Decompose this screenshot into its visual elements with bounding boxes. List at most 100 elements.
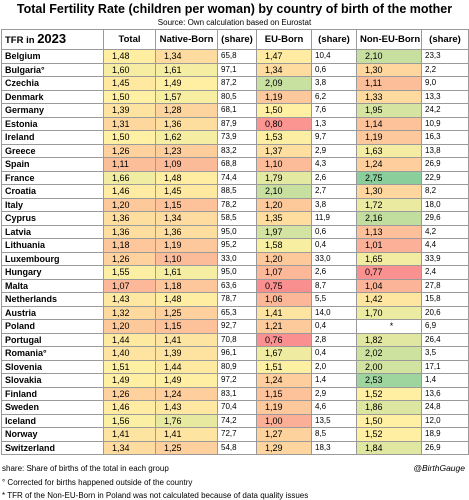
tfr-cell: 1,61 xyxy=(155,62,218,77)
country: Italy xyxy=(1,197,104,212)
tfr-cell: 1,47 xyxy=(256,49,312,64)
share-cell: 29,6 xyxy=(421,211,469,226)
share-cell: 8,2 xyxy=(421,184,469,199)
tfr-cell: 1,30 xyxy=(356,62,422,77)
tfr-cell: 1,20 xyxy=(103,197,156,212)
share-cell: 0,4 xyxy=(311,346,357,361)
share-cell: 33,0 xyxy=(217,251,257,266)
table-row: Estonia 1,31 1,36 87,9 0,80 1,3 1,14 10,9 xyxy=(1,116,469,131)
tfr-cell: 1,49 xyxy=(155,76,218,91)
tfr-cell: 1,45 xyxy=(103,76,156,91)
tfr-cell: 1,07 xyxy=(256,265,312,280)
share-cell: 78,2 xyxy=(217,197,257,212)
share-cell: 10,4 xyxy=(311,49,357,64)
header-cell: Non-EU-Born xyxy=(356,29,422,50)
table-row: Switzerland 1,34 1,25 54,8 1,29 18,3 1,84 26,9 xyxy=(1,440,469,455)
tfr-cell: 1,14 xyxy=(356,116,422,131)
country: Slovakia xyxy=(1,373,104,388)
tfr-cell: 1,33 xyxy=(356,89,422,104)
share-cell: 95,0 xyxy=(217,224,257,239)
table-row: Denmark 1,50 1,57 80,5 1,19 6,2 1,33 13,3 xyxy=(1,89,469,104)
share-cell: 10,9 xyxy=(421,116,469,131)
credit: @BirthGauge xyxy=(413,463,465,473)
share-cell: 2,4 xyxy=(421,265,469,280)
share-cell: 33,0 xyxy=(311,251,357,266)
share-cell: 2,9 xyxy=(311,143,357,158)
share-cell: 70,4 xyxy=(217,400,257,415)
share-cell: 13,8 xyxy=(421,143,469,158)
tfr-cell: 1,50 xyxy=(256,103,312,118)
header-cell: Total xyxy=(103,29,156,50)
tfr-cell: 1,61 xyxy=(155,265,218,280)
tfr-cell: 1,35 xyxy=(256,211,312,226)
tfr-cell: 1,09 xyxy=(155,157,218,172)
tfr-cell: 1,34 xyxy=(155,49,218,64)
tfr-cell: 1,58 xyxy=(256,238,312,253)
header-cell: (share) xyxy=(421,29,469,50)
share-cell: 80,9 xyxy=(217,359,257,374)
tfr-cell: 1,19 xyxy=(256,400,312,415)
share-cell: 63,6 xyxy=(217,278,257,293)
share-cell: 2,8 xyxy=(311,332,357,347)
tfr-cell: 1,41 xyxy=(103,427,156,442)
share-cell: 68,8 xyxy=(217,157,257,172)
tfr-cell: 1,67 xyxy=(256,346,312,361)
table-row: Slovakia 1,49 1,49 97,2 1,24 1,4 2,53 1,4 xyxy=(1,373,469,388)
share-cell: 23,3 xyxy=(421,49,469,64)
tfr-cell: 1,00 xyxy=(256,413,312,428)
share-cell: 12,0 xyxy=(421,413,469,428)
tfr-cell: 1,26 xyxy=(103,143,156,158)
table-row: Iceland 1,56 1,76 74,2 1,00 13,5 1,50 12,0 xyxy=(1,413,469,428)
tfr-cell: 1,51 xyxy=(103,359,156,374)
header-cell: Native-Born xyxy=(155,29,218,50)
tfr-cell: 1,25 xyxy=(155,305,218,320)
share-cell: 0,4 xyxy=(311,238,357,253)
tfr-cell: 1,86 xyxy=(356,400,422,415)
country: Denmark xyxy=(1,89,104,104)
table-row: Portugal 1,44 1,41 70,8 0,76 2,8 1,82 26,4 xyxy=(1,332,469,347)
country: Ireland xyxy=(1,130,104,145)
share-cell: 74,2 xyxy=(217,413,257,428)
tfr-cell: 1,39 xyxy=(103,103,156,118)
share-cell: 2,6 xyxy=(311,170,357,185)
tfr-cell: 1,48 xyxy=(155,292,218,307)
tfr-cell: 1,32 xyxy=(103,305,156,320)
tfr-cell: 1,27 xyxy=(256,427,312,442)
tfr-cell: 1,62 xyxy=(155,130,218,145)
share-cell: 4,3 xyxy=(311,157,357,172)
share-cell: 1,4 xyxy=(421,373,469,388)
table-row: Italy 1,20 1,15 78,2 1,20 3,8 1,72 18,0 xyxy=(1,197,469,212)
footnote: * TFR of the Non-EU-Born in Poland was n… xyxy=(2,491,309,500)
tfr-cell: 1,25 xyxy=(155,440,218,455)
share-cell: 13,3 xyxy=(421,89,469,104)
tfr-cell: 1,26 xyxy=(103,386,156,401)
share-cell: 83,2 xyxy=(217,143,257,158)
share-cell: 95,0 xyxy=(217,265,257,280)
table-row: Spain 1,11 1,09 68,8 1,10 4,3 1,24 26,9 xyxy=(1,157,469,172)
share-cell: 2,9 xyxy=(311,386,357,401)
tfr-cell: 1,46 xyxy=(103,184,156,199)
share-cell: 24,2 xyxy=(421,103,469,118)
country: Greece xyxy=(1,143,104,158)
share-cell: 26,4 xyxy=(421,332,469,347)
share-cell: 27,8 xyxy=(421,278,469,293)
share-cell: 1,3 xyxy=(311,116,357,131)
tfr-cell: 1,65 xyxy=(356,251,422,266)
tfr-cell: 1,44 xyxy=(103,332,156,347)
table-row: Malta 1,07 1,18 63,6 0,75 8,7 1,04 27,8 xyxy=(1,278,469,293)
share-cell: 97,1 xyxy=(217,62,257,77)
header-year: 2023 xyxy=(37,30,67,46)
tfr-cell: 1,39 xyxy=(155,346,218,361)
country: Belgium xyxy=(1,49,104,64)
tfr-cell: 1,15 xyxy=(155,197,218,212)
table-body: Belgium 1,48 1,34 65,8 1,47 10,4 2,10 23,3 Bulga… xyxy=(1,49,469,455)
tfr-cell: 1,40 xyxy=(103,346,156,361)
tfr-cell: 1,21 xyxy=(256,319,312,334)
tfr-cell: 2,53 xyxy=(356,373,422,388)
table-row: Slovenia 1,51 1,44 80,9 1,51 2,0 2,00 17,1 xyxy=(1,359,469,374)
tfr-cell: 1,24 xyxy=(155,386,218,401)
tfr-cell: 1,36 xyxy=(155,116,218,131)
table-row: Austria 1,32 1,25 65,3 1,41 14,0 1,70 20,6 xyxy=(1,305,469,320)
share-cell: 3,8 xyxy=(311,197,357,212)
